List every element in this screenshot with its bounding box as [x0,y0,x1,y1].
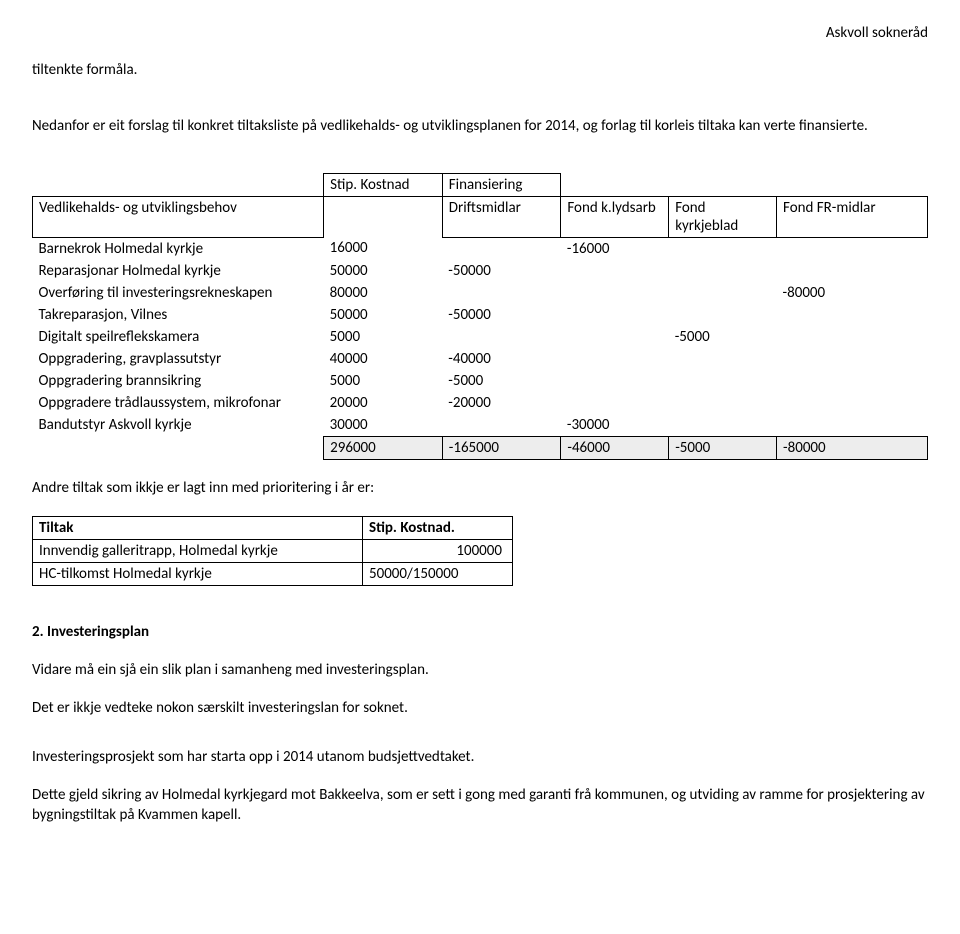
row-fondb [669,370,777,392]
tiltak-val: 50000/150000 [363,562,513,585]
row-fondfr [777,348,928,370]
section2-p3: Investeringsprosjekt som har starta opp … [32,747,928,767]
row-stip: 40000 [324,348,443,370]
hdr-fond-kyrkjeblad: Fond kyrkjeblad [669,196,777,237]
row-fondk [561,282,669,304]
row-fondfr [777,304,928,326]
section2-p2: Det er ikkje vedteke nokon særskilt inve… [32,698,928,718]
row-fondk [561,370,669,392]
row-drift [442,282,561,304]
hdr-fond-fr-midlar: Fond FR-midlar [777,196,928,237]
row-fondk [561,304,669,326]
totals-row: 296000 -165000 -46000 -5000 -80000 [33,436,928,459]
row-fondk [561,348,669,370]
tiltak-desc: Innvendig galleritrapp, Holmedal kyrkje [33,539,363,562]
hdr-stip-kostnad2: Stip. Kostnad. [363,516,513,539]
total-stip: 296000 [324,436,443,459]
row-fondfr [777,260,928,282]
table-row: Oppgradere trådlaussystem, mikrofonar 20… [33,392,928,414]
row-fondfr [777,237,928,260]
row-fondb [669,304,777,326]
row-fondfr: -80000 [777,282,928,304]
row-drift: -50000 [442,260,561,282]
table-header-row1: Stip. Kostnad Finansiering [33,173,928,196]
row-stip: 16000 [324,237,443,260]
row-fondb [669,282,777,304]
total-fondk: -46000 [561,436,669,459]
intro-line1: tiltenkte formåla. [32,60,928,80]
intro-line2: Nedanfor er eit forslag til konkret tilt… [32,116,928,136]
row-drift [442,326,561,348]
row-desc: Oppgradering, gravplassutstyr [33,348,324,370]
row-stip: 30000 [324,414,443,437]
row-fondb [669,348,777,370]
row-fondk [561,326,669,348]
row-stip: 50000 [324,260,443,282]
tiltak-val: 100000 [363,539,513,562]
table-row: Digitalt speilreflekskamera 5000 -5000 [33,326,928,348]
row-stip: 20000 [324,392,443,414]
row-drift: -40000 [442,348,561,370]
row-stip: 50000 [324,304,443,326]
tiltak-table: Tiltak Stip. Kostnad. Innvendig gallerit… [32,516,513,586]
section2-p1: Vidare må ein sjå ein slik plan i samanh… [32,660,928,680]
row-drift: -5000 [442,370,561,392]
hdr-finansiering: Finansiering [442,173,561,196]
tiltak-row: Innvendig galleritrapp, Holmedal kyrkje … [33,539,513,562]
hdr-driftsmidlar: Driftsmidlar [442,196,561,237]
row-fondk: -16000 [561,237,669,260]
hdr-vedlikehalds: Vedlikehalds- og utviklingsbehov [33,196,324,237]
hdr-fond-klydsarb: Fond k.lydsarb [561,196,669,237]
row-fondfr [777,370,928,392]
hdr-stip-kostnad: Stip. Kostnad [324,173,443,196]
row-desc: Oppgradere trådlaussystem, mikrofonar [33,392,324,414]
tiltak-intro: Andre tiltak som ikkje er lagt inn med p… [32,478,928,498]
row-desc: Bandutstyr Askvoll kyrkje [33,414,324,437]
table-row: Takreparasjon, Vilnes 50000 -50000 [33,304,928,326]
section2-p4: Dette gjeld sikring av Holmedal kyrkjega… [32,785,928,826]
row-fondk [561,392,669,414]
tiltak-row: HC-tilkomst Holmedal kyrkje 50000/150000 [33,562,513,585]
row-fondk: -30000 [561,414,669,437]
row-desc: Reparasjonar Holmedal kyrkje [33,260,324,282]
row-fondfr [777,414,928,437]
row-desc: Takreparasjon, Vilnes [33,304,324,326]
total-fondfr: -80000 [777,436,928,459]
row-desc: Barnekrok Holmedal kyrkje [33,237,324,260]
table-row: Oppgradering brannsikring 5000 -5000 [33,370,928,392]
row-desc: Overføring til investeringsrekneskapen [33,282,324,304]
table-row: Overføring til investeringsrekneskapen 8… [33,282,928,304]
row-desc: Oppgradering brannsikring [33,370,324,392]
row-fondb [669,237,777,260]
org-header: Askvoll sokneråd [32,24,928,42]
tiltak-header: Tiltak Stip. Kostnad. [33,516,513,539]
row-fondb [669,392,777,414]
row-desc: Digitalt speilreflekskamera [33,326,324,348]
table-row: Oppgradering, gravplassutstyr 40000 -400… [33,348,928,370]
row-drift: -20000 [442,392,561,414]
section2-heading: 2. Investeringsplan [32,622,928,642]
tiltak-desc: HC-tilkomst Holmedal kyrkje [33,562,363,585]
row-stip: 80000 [324,282,443,304]
table-header-row2: Vedlikehalds- og utviklingsbehov Driftsm… [33,196,928,237]
hdr-tiltak: Tiltak [33,516,363,539]
row-drift [442,237,561,260]
table-row: Bandutstyr Askvoll kyrkje 30000 -30000 [33,414,928,437]
row-fondb [669,414,777,437]
maintenance-table: Stip. Kostnad Finansiering Vedlikehalds-… [32,173,928,460]
row-fondfr [777,326,928,348]
row-fondb [669,260,777,282]
row-fondfr [777,392,928,414]
total-fondb: -5000 [669,436,777,459]
row-drift: -50000 [442,304,561,326]
total-drift: -165000 [442,436,561,459]
table-row: Reparasjonar Holmedal kyrkje 50000 -5000… [33,260,928,282]
row-fondb: -5000 [669,326,777,348]
row-drift [442,414,561,437]
table-row: Barnekrok Holmedal kyrkje 16000 -16000 [33,237,928,260]
row-fondk [561,260,669,282]
row-stip: 5000 [324,326,443,348]
row-stip: 5000 [324,370,443,392]
